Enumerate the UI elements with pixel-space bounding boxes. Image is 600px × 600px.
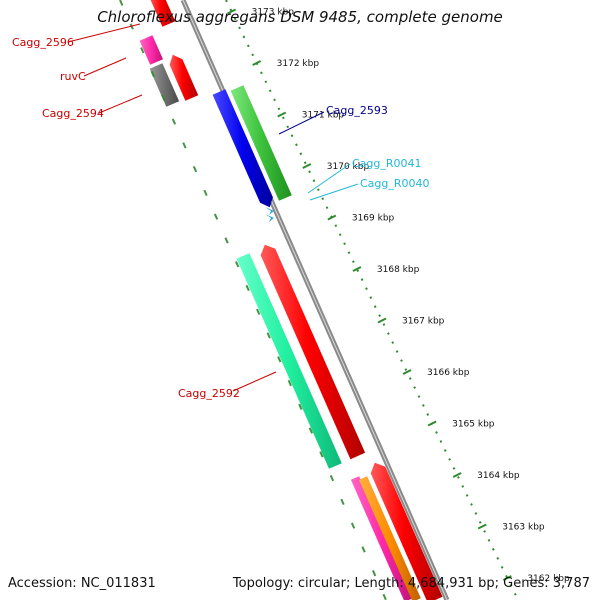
leader-line [232, 371, 277, 392]
axis-tick-label: 3170 kbp [327, 162, 370, 172]
axis-tick-label: 3171 kbp [302, 111, 345, 121]
axis-tick [452, 472, 462, 478]
trna-cagg-r0040-feature [265, 214, 274, 222]
gene-ruvc-feature [149, 63, 180, 107]
leader-line [309, 183, 359, 201]
axis-tick-label: 3166 kbp [427, 368, 470, 378]
coordinate-axis: 3173 kbp 3172 kbp 3171 kbp 3170 kbp 3169 kbp… [119, 0, 570, 600]
leader-line [278, 111, 325, 135]
gene-cagg-2592-feature [236, 253, 342, 469]
gene-red-long-feature [260, 244, 366, 460]
axis-tick [352, 266, 362, 272]
leader-line [307, 163, 351, 194]
genome-backbone [180, 0, 450, 600]
axis-tick [402, 369, 412, 375]
axis-tick [377, 317, 387, 324]
axis-tick-label: 3165 kbp [452, 420, 495, 430]
axis-tick [477, 523, 487, 530]
axis-tick [227, 8, 237, 15]
leader-line [98, 94, 143, 114]
gene-label-cagg-2593[interactable]: Cagg_2593 [326, 104, 388, 117]
gene-label-cagg-r0040[interactable]: Cagg_R0040 [360, 177, 430, 190]
axis-tick-label: 3169 kbp [352, 214, 395, 224]
trna-cagg-r0041-feature [265, 207, 274, 215]
accession-text: Accession: NC_011831 [8, 576, 156, 591]
genome-title: Chloroflexus aggregans DSM 9485, complet… [97, 8, 503, 26]
leader-line [83, 57, 127, 77]
gene-labels: Cagg_2596 ruvC Cagg_2594 Cagg_2593 Cagg_R004… [12, 23, 430, 400]
axis-tick [252, 60, 262, 66]
axis-tick [302, 163, 312, 169]
gene-label-cagg-2592[interactable]: Cagg_2592 [178, 387, 240, 400]
axis-tick [427, 420, 437, 427]
gene-label-cagg-2594[interactable]: Cagg_2594 [42, 107, 104, 120]
axis-tick-label: 3164 kbp [477, 471, 520, 481]
leader-line [67, 23, 141, 43]
axis-tick [327, 214, 337, 221]
axis-tick-label: 3168 kbp [377, 265, 420, 275]
genome-summary-text: Topology: circular; Length: 4,684,931 bp… [232, 576, 590, 591]
axis-tick-label: 3172 kbp [277, 59, 320, 69]
gene-pink-lower-feature [350, 476, 413, 600]
gene-red-upper-feature [169, 54, 199, 101]
axis-tick-label: 3173 kbp [252, 8, 295, 18]
axis-tick-label: 3163 kbp [502, 523, 545, 533]
gene-cagg-2593-feature [212, 89, 273, 208]
gene-label-cagg-2596[interactable]: Cagg_2596 [12, 36, 74, 49]
gene-features [139, 0, 443, 600]
axis-tick-label: 3167 kbp [402, 317, 445, 327]
gene-cagg-2596-feature [139, 35, 163, 65]
gene-green-feature [230, 85, 292, 201]
gene-label-ruvc[interactable]: ruvC [60, 70, 86, 83]
axis-tick [277, 111, 287, 118]
gene-orange-lower-feature [358, 476, 421, 600]
gene-label-cagg-r0041[interactable]: Cagg_R0041 [352, 157, 422, 170]
gene-red-lower-feature [370, 462, 443, 600]
axis-tick-label: 3162 kbp [527, 574, 570, 584]
gene-red-top-feature [150, 0, 176, 27]
axis-tick [502, 575, 512, 581]
